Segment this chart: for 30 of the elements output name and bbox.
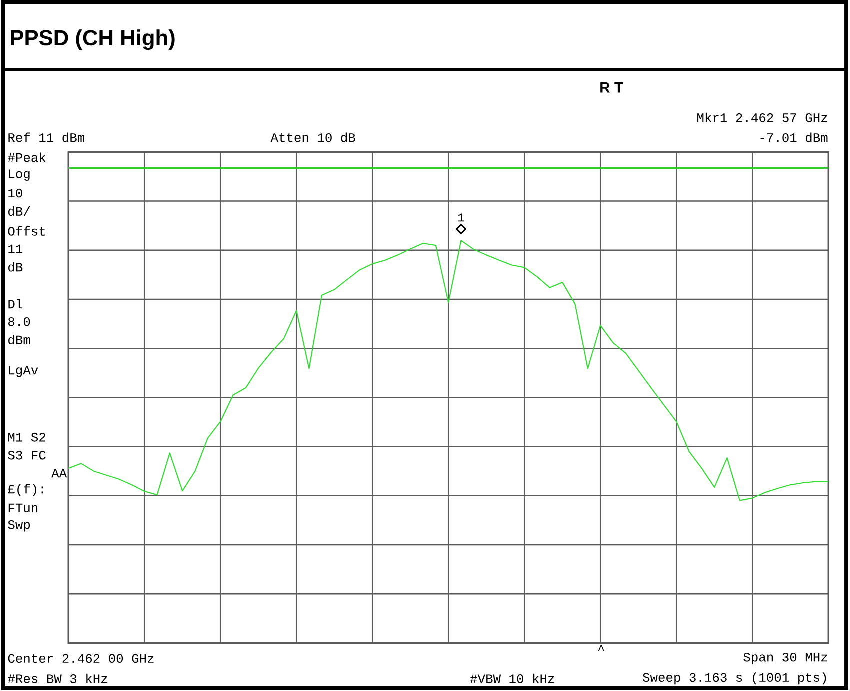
text: Swp (8, 520, 30, 532)
text: Log (9, 170, 30, 182)
text: Center 2.462 00 GHz (8, 654, 154, 664)
text: #VBW 10 kHz (470, 674, 554, 684)
text: S3 FC (8, 451, 46, 460)
text: Offst (8, 226, 46, 236)
text: LgAv (9, 366, 38, 378)
text: #Res BW 3 kHz (8, 674, 108, 684)
text: 11 (8, 245, 23, 254)
text: Mkr1 2.462 57 GHz (698, 113, 828, 123)
text: AA (52, 469, 68, 478)
text: £(f): (8, 484, 44, 496)
text: Sweep 3.163 s (1001 pts) (643, 672, 826, 685)
text: Atten 10 dB (270, 132, 356, 142)
chart-title: PPSD (CH High) (11, 30, 175, 50)
text: -7.01 dBm (760, 132, 828, 142)
text: Span 30 MHz (744, 653, 828, 665)
text: Ref 11 dBm (8, 132, 84, 142)
text: Dl (8, 299, 22, 309)
text: 8.0 (8, 318, 30, 326)
text: dB (8, 262, 23, 272)
text: #Peak (8, 152, 46, 162)
text: FTun (8, 504, 38, 513)
text: 1 (458, 214, 464, 222)
text: dB/ (8, 206, 30, 216)
text: 10 (8, 189, 22, 198)
text: M1 S2 (8, 433, 46, 442)
text: ^ (598, 646, 604, 652)
text: dBm (8, 335, 30, 345)
text: R T (600, 82, 624, 94)
